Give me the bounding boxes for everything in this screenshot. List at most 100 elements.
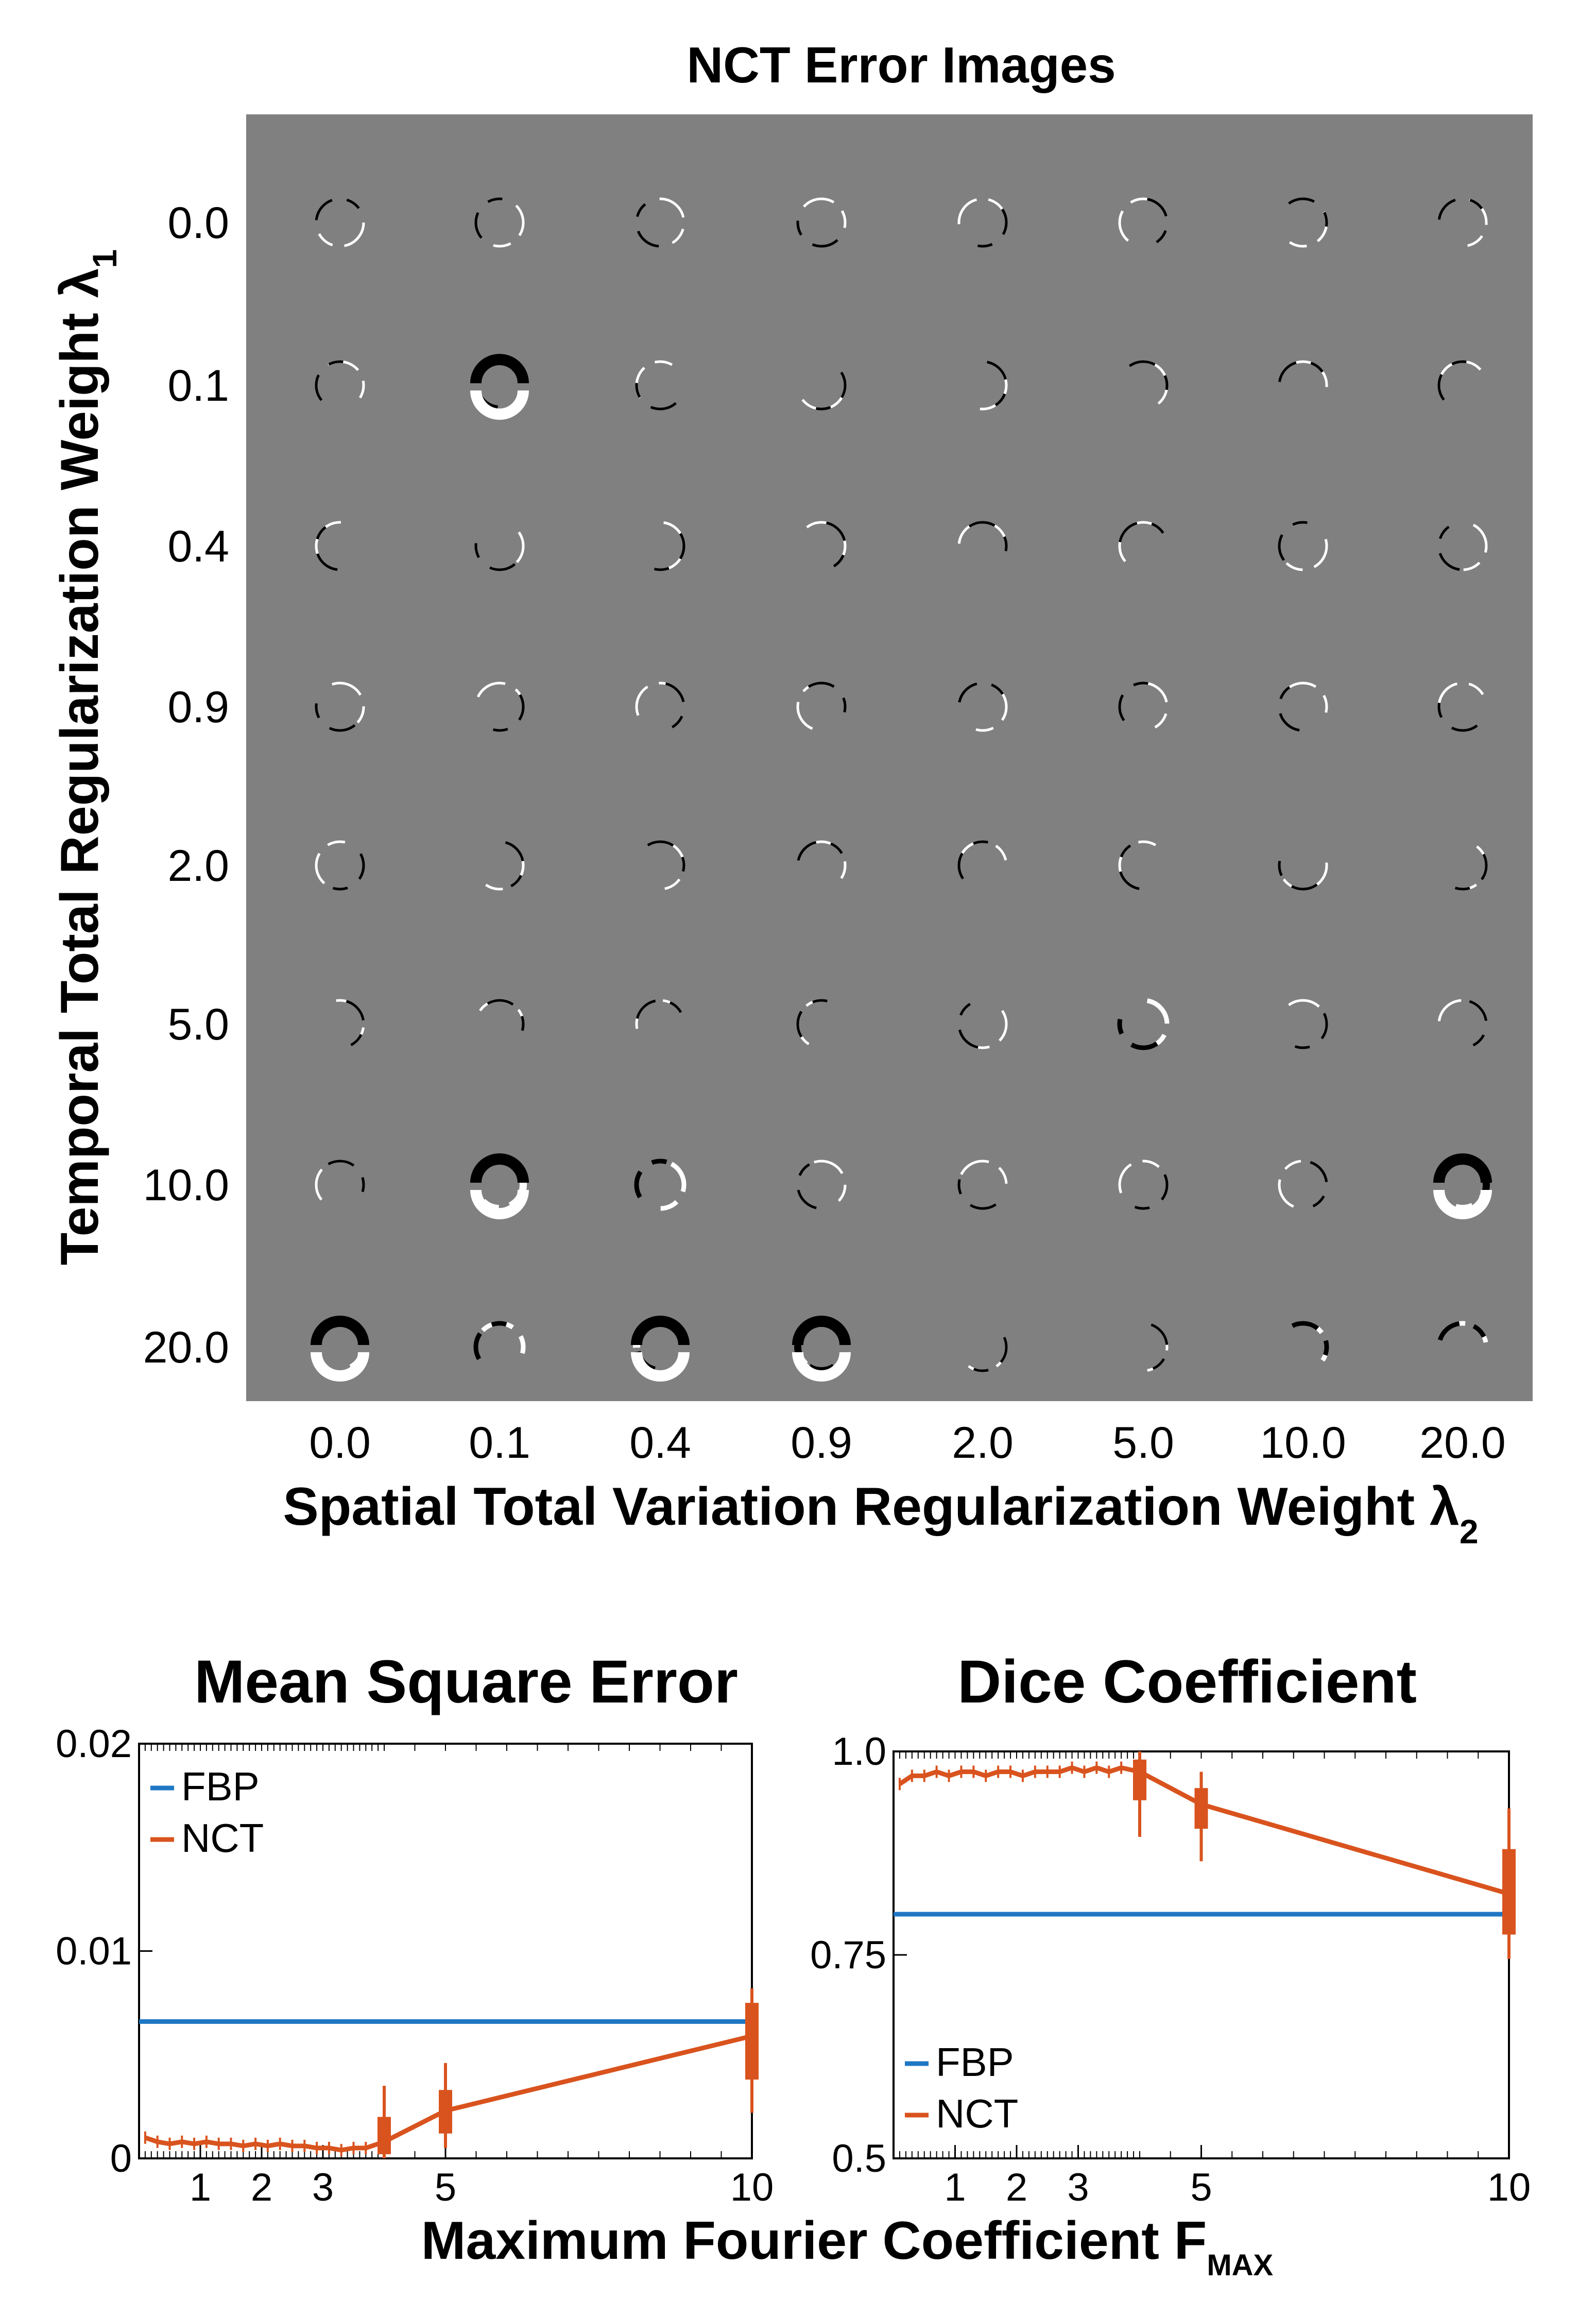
series-line-nct — [898, 1765, 1510, 1896]
error-ring-black — [634, 1159, 687, 1211]
error-image-cell — [1437, 521, 1488, 571]
dice-axis-ticks — [894, 1750, 1510, 2159]
mse-y-tick-labels: 0 0.01 0.02 — [56, 1722, 132, 2181]
error-ring-white — [635, 682, 685, 732]
x-tick-label: 10 — [730, 2166, 774, 2209]
error-images-x-tick-label: 0.9 — [791, 1418, 852, 1468]
dice-series — [894, 1751, 1516, 1959]
error-image-cell — [796, 1160, 847, 1210]
error-image-cell — [474, 197, 525, 248]
error-images-y-tick-label: 0.1 — [167, 361, 229, 411]
error-images-x-tick-labels: 0.0 0.1 0.4 0.9 2.0 5.0 10.0 20.0 — [309, 1418, 1505, 1468]
error-image-cell — [1118, 360, 1169, 411]
mse-series — [139, 1988, 759, 2158]
y-axis-label-text: Temporal Total Regularization Weight λ — [50, 268, 110, 1265]
error-crescent-black — [470, 354, 529, 384]
error-ring-black — [1117, 998, 1170, 1050]
error-image-grid — [311, 197, 1492, 1382]
dice-y-tick-labels: 0.5 0.75 1.0 — [810, 1730, 886, 2181]
error-image-cell — [957, 521, 1008, 571]
error-ring-black — [796, 360, 847, 411]
shared-x-axis-label: Maximum Fourier Coefficient FMAX — [421, 2211, 1274, 2282]
error-ring-black — [796, 999, 847, 1049]
x-tick-label: 1 — [190, 2166, 211, 2209]
error-image-cell — [315, 682, 365, 732]
error-crescent-black — [631, 1316, 690, 1346]
error-ring-white — [957, 682, 1008, 732]
error-ring-white — [474, 840, 525, 891]
error-image-cell — [1436, 1321, 1489, 1373]
legend-label-nct: NCT — [936, 2091, 1018, 2136]
error-crescent-white — [1433, 1189, 1492, 1219]
error-images-y-axis-label: Temporal Total Regularization Weight λ1 — [50, 249, 124, 1265]
error-images-x-tick-label: 5.0 — [1112, 1418, 1174, 1468]
error-image-cell — [796, 521, 847, 571]
error-image-cell — [796, 360, 847, 411]
error-ring-black — [315, 1160, 365, 1210]
error-ring-white — [1118, 1322, 1169, 1372]
x-tick-label: 2 — [251, 2166, 272, 2209]
error-ring-white — [957, 197, 1008, 248]
error-image-cell — [1278, 521, 1328, 571]
legend-label-fbp: FBP — [936, 2039, 1014, 2085]
error-image-cell — [474, 521, 525, 571]
error-image-cell — [315, 840, 365, 891]
error-image-cell — [470, 354, 529, 420]
dice-x-tick-labels: 1 2 3 5 10 — [944, 2166, 1531, 2209]
error-images-panel: NCT Error Images 0.0 0.1 0.4 0.9 2.0 5.0 10.0 2… — [50, 37, 1533, 1551]
mse-x-tick-labels: 1 2 3 5 10 — [190, 2166, 774, 2209]
x-tick-label: 1 — [944, 2166, 966, 2209]
error-image-cell — [1118, 1160, 1169, 1210]
error-ring-black — [474, 999, 525, 1049]
error-box — [1194, 1788, 1208, 1829]
error-ring-white — [315, 521, 365, 571]
error-image-cell — [470, 1153, 529, 1219]
legend-label-nct: NCT — [181, 1815, 264, 1861]
error-crescent-white — [470, 390, 529, 420]
y-tick-label: 0 — [110, 2137, 132, 2181]
error-ring-white — [634, 1159, 687, 1211]
error-crescent-black — [1433, 1153, 1492, 1183]
error-image-cell — [1278, 840, 1328, 891]
x-axis-label-text: Spatial Total Variation Regularization W… — [283, 1477, 1460, 1537]
error-box — [377, 2117, 391, 2154]
error-image-cell — [1437, 197, 1488, 248]
error-images-y-tick-label: 20.0 — [143, 1323, 229, 1372]
error-ring-black — [1278, 999, 1328, 1049]
error-ring-black — [1437, 840, 1488, 891]
error-ring-white — [1118, 1160, 1169, 1210]
error-images-y-tick-labels: 0.0 0.1 0.4 0.9 2.0 5.0 10.0 20.0 — [143, 198, 229, 1372]
error-image-cell — [1118, 840, 1169, 891]
y-axis-label-subscript: 1 — [85, 249, 124, 268]
error-box — [1133, 1759, 1146, 1800]
error-image-cell — [635, 682, 685, 732]
error-ring-black — [957, 840, 1008, 891]
x-tick-label: 3 — [312, 2166, 334, 2209]
error-ring-black — [635, 360, 685, 411]
error-ring-white — [1437, 197, 1488, 248]
error-image-cell — [474, 682, 525, 732]
error-image-cell — [796, 840, 847, 891]
error-image-cell — [1278, 197, 1328, 248]
error-image-cell — [1437, 360, 1488, 411]
error-images-y-tick-label: 10.0 — [143, 1161, 229, 1210]
error-image-cell — [315, 360, 365, 411]
error-image-cell — [315, 521, 365, 571]
error-image-cell — [635, 521, 685, 571]
error-images-y-tick-label: 2.0 — [167, 841, 229, 891]
error-image-cell — [1118, 197, 1169, 248]
error-ring-white — [635, 999, 685, 1049]
error-ring-black — [635, 521, 685, 571]
error-ring-white — [1436, 1321, 1489, 1373]
error-ring-black — [474, 682, 525, 732]
error-image-cell — [1118, 682, 1169, 732]
dice-title: Dice Coefficient — [957, 1648, 1417, 1716]
error-ring-black — [957, 1160, 1008, 1210]
error-ring-black — [1118, 360, 1169, 411]
error-crescent-black — [792, 1316, 851, 1346]
error-image-cell — [315, 1160, 365, 1210]
error-images-y-tick-label: 5.0 — [167, 1000, 229, 1049]
x-tick-label: 10 — [1487, 2166, 1531, 2209]
error-ring-white — [1278, 521, 1328, 571]
